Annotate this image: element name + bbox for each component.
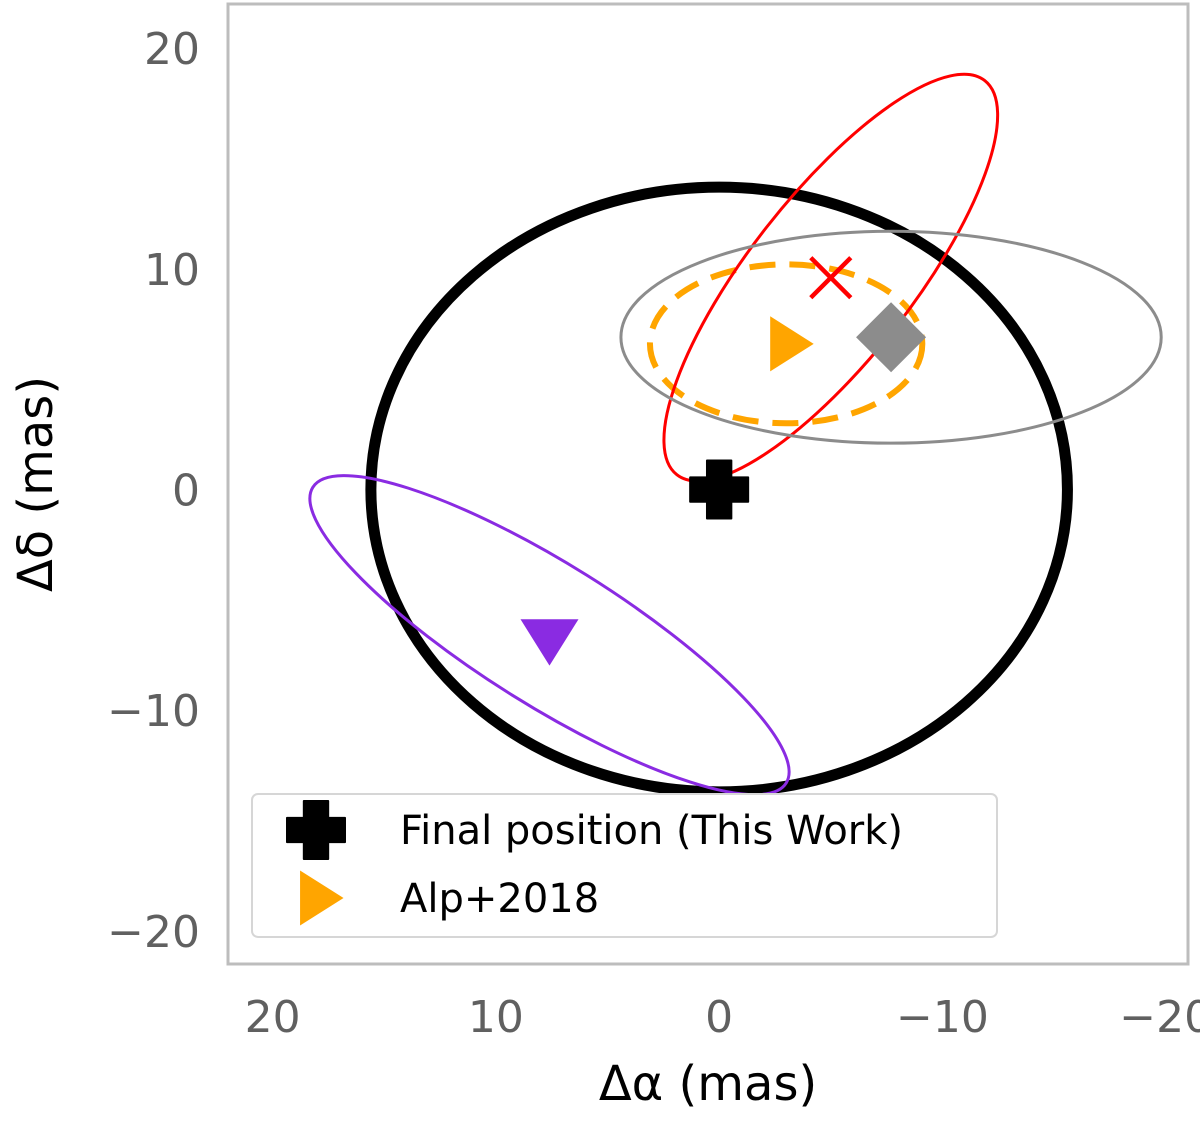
error-ellipse-1	[646, 261, 926, 427]
x-axis-label: Δα (mas)	[599, 1056, 817, 1112]
data-point-2	[809, 256, 853, 300]
legend-marker-1	[300, 870, 344, 926]
y-axis-ticks: 20 10 0 −10 −20	[107, 24, 200, 958]
x-tick-label: 0	[705, 992, 733, 1043]
y-tick-label: 10	[144, 245, 200, 296]
legend: Final position (This Work) Alp+2018	[251, 793, 998, 938]
x-tick-label: −10	[896, 992, 989, 1043]
error-ellipse-4	[308, 474, 791, 797]
y-tick-label: 20	[144, 24, 200, 75]
data-point-4	[520, 619, 579, 666]
x-tick-label: 20	[245, 992, 301, 1043]
data-point-1	[770, 316, 814, 372]
data-point-0	[689, 459, 750, 520]
legend-label-0: Final position (This Work)	[400, 808, 903, 854]
error-ellipses	[308, 72, 1163, 798]
legend-marker-0	[286, 800, 346, 860]
error-ellipse-3	[619, 229, 1163, 445]
legend-label-1: Alp+2018	[400, 876, 599, 922]
data-markers	[520, 256, 927, 666]
data-point-3	[856, 302, 927, 373]
x-tick-label: −20	[1119, 992, 1200, 1043]
error-ellipse-0	[365, 181, 1073, 798]
y-axis-label: Δδ (mas)	[8, 376, 64, 592]
legend-box	[251, 793, 998, 938]
y-tick-label: −20	[107, 907, 200, 958]
plot-frame	[226, 2, 1190, 966]
y-tick-label: 0	[172, 466, 200, 517]
x-axis-ticks: 20 10 0 −10 −20	[245, 992, 1200, 1043]
x-tick-label: 10	[468, 992, 524, 1043]
y-tick-label: −10	[107, 686, 200, 737]
